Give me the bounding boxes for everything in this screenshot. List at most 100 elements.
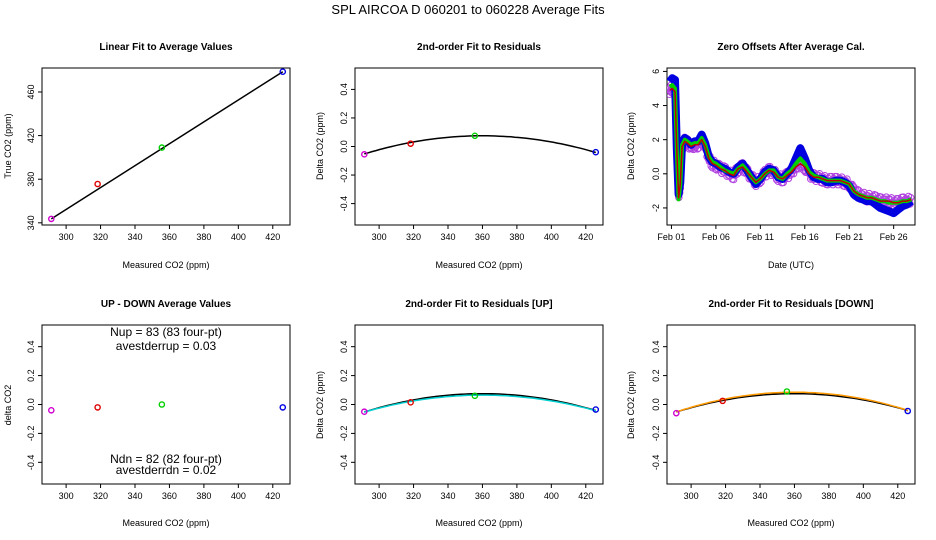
x-tick-label: 340	[440, 232, 455, 242]
panel-residuals-up: 2nd-order Fit to Residuals [UP] Measured…	[315, 299, 604, 528]
panel-residuals-down-ylabel: Delta CO2 (ppm)	[626, 371, 636, 439]
panel-zero-offsets: Zero Offsets After Average Cal. Date (UT…	[626, 42, 916, 270]
panel-linear-fit: Linear Fit to Average Values Measured CO…	[3, 42, 291, 270]
x-tick-label: 400	[231, 232, 246, 242]
annotation-avestderrup: avestderrup = 0.03	[116, 339, 217, 353]
y-tick-label: 0.2	[26, 369, 36, 382]
panel-offsets-xlabel: Date (UTC)	[768, 260, 814, 270]
plot-data	[48, 401, 287, 414]
y-tick-label: -0.4	[26, 455, 36, 471]
x-tick-label: 420	[265, 491, 280, 501]
x-tick-label: 320	[93, 491, 108, 501]
plot-data	[673, 388, 912, 417]
panel-linear-xlabel: Measured CO2 (ppm)	[122, 260, 209, 270]
y-tick-label: -0.2	[339, 426, 349, 442]
y-tick-label: -0.4	[339, 455, 349, 471]
x-tick-label: 320	[406, 232, 421, 242]
data-point	[471, 132, 479, 140]
plot-data	[360, 132, 600, 158]
x-tick-label: 300	[59, 491, 74, 501]
x-tick-label: 320	[406, 491, 421, 501]
quadratic-fit-curve	[676, 391, 909, 413]
x-tick-label: 300	[59, 232, 74, 242]
data-point	[158, 144, 166, 151]
x-tick-label: 360	[787, 491, 802, 501]
plot-data	[667, 74, 915, 218]
x-tick-label: 420	[890, 491, 905, 501]
panel-updown-title: UP - DOWN Average Values	[101, 299, 232, 310]
data-point	[360, 151, 368, 158]
data-point	[592, 406, 600, 413]
x-tick-label: 380	[509, 232, 524, 242]
y-tick-label: -0.2	[26, 426, 36, 442]
x-tick-label: 360	[162, 491, 177, 501]
x-tick-label: 360	[475, 491, 490, 501]
y-tick-label: 0.0	[339, 398, 349, 411]
panel-residuals-title: 2nd-order Fit to Residuals	[417, 42, 541, 53]
data-point	[592, 148, 600, 156]
x-tick-label: 380	[821, 491, 836, 501]
x-tick-label: 340	[127, 232, 142, 242]
quadratic-fit-curve	[676, 392, 909, 413]
x-tick-label: 380	[196, 232, 211, 242]
panel-residuals-plot: 300 320 340 360 380 400 420 -0.4 -0.2 0.0 0.2 0.4	[339, 67, 604, 242]
panel-linear-ylabel: True CO2 (ppm)	[3, 113, 13, 178]
x-tick-label: 380	[509, 491, 524, 501]
y-tick-label: 2	[651, 137, 661, 142]
plot-data	[360, 392, 600, 416]
y-tick-label: 0.2	[339, 369, 349, 382]
y-tick-label: 0.2	[651, 369, 661, 382]
panel-residuals-down-title: 2nd-order Fit to Residuals [DOWN]	[709, 299, 874, 310]
y-tick-label: 0.0	[339, 140, 349, 153]
x-tick-label: 420	[265, 232, 280, 242]
annotation-nup: Nup = 83 (83 four-pt)	[110, 325, 222, 339]
x-tick-label: 320	[718, 491, 733, 501]
x-tick-label: 340	[752, 491, 767, 501]
panel-residuals-down-plot: 300 320 340 360 380 400 420 -0.4 -0.2 0.0 0.2 0.4	[651, 324, 916, 501]
y-tick-label: -0.4	[651, 455, 661, 471]
x-tick-label: 400	[231, 491, 246, 501]
x-tick-label: 400	[856, 491, 871, 501]
y-tick-label: 6	[651, 69, 661, 74]
panel-residuals-up-title: 2nd-order Fit to Residuals [UP]	[405, 299, 552, 310]
panel-residuals: 2nd-order Fit to Residuals Measured CO2 …	[315, 42, 604, 270]
x-tick-label: 400	[544, 232, 559, 242]
quadratic-fit-curve	[364, 135, 597, 155]
y-tick-label: 0.0	[651, 398, 661, 411]
panel-offsets-title: Zero Offsets After Average Cal.	[717, 42, 864, 53]
data-point	[904, 407, 912, 415]
panel-residuals-down-xlabel: Measured CO2 (ppm)	[747, 518, 834, 528]
figure-title: SPL AIRCOA D 060201 to 060228 Average Fi…	[331, 2, 605, 17]
data-point	[279, 68, 287, 76]
data-point	[407, 399, 414, 406]
y-tick-label: 340	[26, 215, 36, 230]
panel-residuals-up-xlabel: Measured CO2 (ppm)	[435, 518, 522, 528]
data-point	[471, 392, 479, 400]
panel-residuals-up-plot: 300 320 340 360 380 400 420 -0.4 -0.2 0.0 0.2 0.4	[339, 324, 604, 501]
data-point	[94, 404, 101, 411]
plot-frame	[666, 67, 916, 226]
panel-residuals-up-ylabel: Delta CO2 (ppm)	[315, 371, 325, 439]
x-tick-label: 400	[544, 491, 559, 501]
panel-updown-plot: 300 320 340 360 380 400 420 -0.4 -0.2 0.0 0.2 0.4	[26, 324, 291, 501]
y-tick-label: -0.2	[339, 167, 349, 183]
x-tick-label: 300	[372, 232, 387, 242]
y-tick-label: -0.2	[651, 426, 661, 442]
data-point	[719, 397, 726, 405]
x-tick-label: 360	[475, 232, 490, 242]
data-point	[407, 140, 414, 147]
x-tick-label: Feb 21	[835, 232, 863, 242]
y-tick-label: -0.4	[339, 196, 349, 212]
y-tick-label: -2	[651, 204, 661, 212]
offset-series-line	[669, 87, 912, 204]
x-tick-label: 340	[127, 491, 142, 501]
panel-residuals-ylabel: Delta CO2 (ppm)	[315, 112, 325, 180]
annotation-ndn: Ndn = 82 (82 four-pt)	[110, 452, 222, 466]
quadratic-fit-curve	[364, 392, 597, 413]
data-point	[94, 180, 101, 188]
data-point	[673, 409, 680, 417]
y-tick-label: 0.4	[339, 83, 349, 96]
panel-residuals-down: 2nd-order Fit to Residuals [DOWN] Measur…	[626, 299, 916, 528]
y-tick-label: 380	[26, 172, 36, 187]
